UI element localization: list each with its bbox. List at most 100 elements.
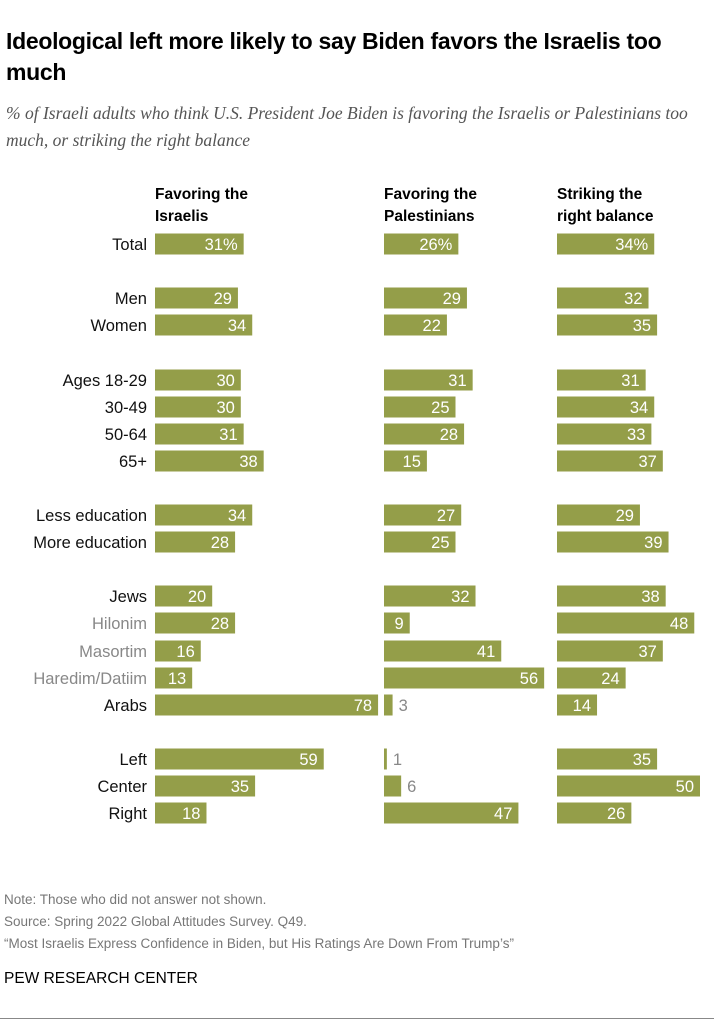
category-label: Jews — [109, 588, 147, 606]
data-label: 31% — [205, 236, 238, 254]
data-label: 13 — [168, 670, 186, 688]
bar — [155, 667, 193, 689]
bar — [155, 233, 244, 255]
category-label: 30-49 — [105, 399, 147, 417]
category-label: Haredim/Datiim — [33, 670, 147, 688]
bar — [384, 585, 476, 607]
pew-logo-text: PEW RESEARCH CENTER — [4, 970, 198, 987]
data-label: 15 — [403, 453, 421, 471]
data-label: 20 — [188, 588, 206, 606]
data-label: 26 — [607, 805, 625, 823]
bar — [384, 694, 393, 716]
category-label: Ages 18-29 — [63, 372, 147, 390]
data-label: 48 — [670, 615, 688, 633]
bar — [557, 531, 669, 553]
data-label: 47 — [494, 805, 512, 823]
chart-subtitle: % of Israeli adults who think U.S. Presi… — [6, 103, 688, 150]
bar — [155, 612, 236, 634]
source: Source: Spring 2022 Global Attitudes Sur… — [4, 914, 307, 929]
bar — [384, 748, 387, 770]
bar — [155, 640, 201, 662]
report-title: “Most Israelis Express Confidence in Bid… — [4, 936, 514, 951]
bar — [557, 369, 646, 391]
data-label: 50 — [676, 778, 694, 796]
data-label: 37 — [638, 643, 656, 661]
data-label: 35 — [633, 751, 651, 769]
category-label: Left — [119, 751, 147, 769]
data-label: 1 — [393, 751, 402, 769]
data-label: 35 — [633, 317, 651, 335]
category-label: More education — [33, 534, 147, 552]
bar — [155, 423, 244, 445]
bar — [155, 802, 207, 824]
category-label: Men — [115, 290, 147, 308]
data-label: 41 — [477, 643, 495, 661]
bar — [155, 287, 238, 309]
data-label: 30 — [216, 399, 234, 417]
bar — [155, 369, 241, 391]
bar — [384, 314, 447, 336]
bar — [557, 504, 640, 526]
data-label: 31 — [621, 372, 639, 390]
data-label: 34 — [228, 507, 246, 525]
data-label: 9 — [395, 615, 404, 633]
data-label: 31 — [219, 426, 237, 444]
note: Note: Those who did not answer not shown… — [4, 892, 267, 907]
category-label: Total — [112, 236, 147, 254]
data-label: 56 — [520, 670, 538, 688]
data-label: 18 — [182, 805, 200, 823]
data-label: 39 — [644, 534, 662, 552]
category-label: Arabs — [104, 697, 147, 715]
bar — [384, 531, 456, 553]
bar — [384, 450, 427, 472]
data-label: 35 — [231, 778, 249, 796]
bar — [384, 369, 473, 391]
bar — [557, 423, 652, 445]
bar — [384, 612, 410, 634]
bar — [557, 585, 666, 607]
bar — [384, 775, 402, 797]
bar — [557, 775, 700, 797]
bar — [557, 287, 649, 309]
data-label: 34 — [228, 317, 246, 335]
bar — [384, 640, 502, 662]
data-label: 14 — [573, 697, 591, 715]
bar — [557, 667, 626, 689]
data-label: 37 — [638, 453, 656, 471]
data-label: 26% — [419, 236, 452, 254]
bar — [557, 694, 598, 716]
data-label: 22 — [423, 317, 441, 335]
bar — [384, 396, 456, 418]
bar — [155, 504, 253, 526]
bar — [155, 450, 264, 472]
bar — [155, 531, 236, 553]
bar — [557, 612, 695, 634]
data-label: 34% — [615, 236, 648, 254]
column-header: Favoring the Israelis — [155, 186, 248, 225]
data-label: 29 — [616, 507, 634, 525]
data-label: 28 — [211, 534, 229, 552]
category-label: Masortim — [79, 643, 147, 661]
data-label: 30 — [216, 372, 234, 390]
chart-title: Ideological left more likely to say Bide… — [6, 28, 662, 85]
bottom-divider — [0, 1018, 714, 1019]
data-label: 32 — [624, 290, 642, 308]
bar — [384, 423, 465, 445]
bar — [384, 504, 462, 526]
bar — [557, 640, 663, 662]
column-header: Favoring the Palestinians — [384, 186, 477, 225]
data-label: 59 — [299, 751, 317, 769]
bar — [155, 585, 213, 607]
data-label: 16 — [176, 643, 194, 661]
data-label: 29 — [214, 290, 232, 308]
data-label: 25 — [431, 399, 449, 417]
bar — [384, 802, 519, 824]
category-label: Center — [97, 778, 147, 796]
data-label: 33 — [627, 426, 645, 444]
category-label: 65+ — [119, 453, 147, 471]
data-label: 28 — [211, 615, 229, 633]
category-label: 50-64 — [105, 426, 147, 444]
data-label: 6 — [407, 778, 416, 796]
bar — [557, 450, 663, 472]
